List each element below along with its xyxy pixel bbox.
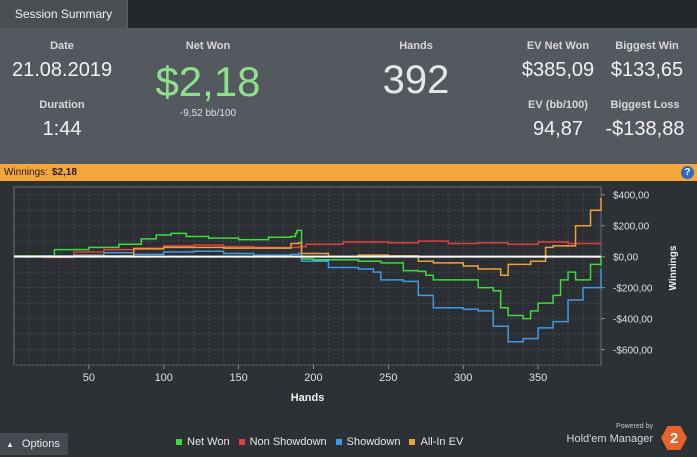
stat-date: Date 21.08.2019 xyxy=(12,40,112,82)
duration-label: Duration xyxy=(39,99,85,111)
tab-session-summary[interactable]: Session Summary xyxy=(0,0,128,28)
legend-item[interactable]: Net Won xyxy=(176,436,230,448)
duration-value: 1:44 xyxy=(42,118,82,140)
stat-net-won: Net Won $2,18 -9,52 bb/100 xyxy=(138,40,278,119)
legend-item[interactable]: All-In EV xyxy=(409,436,463,448)
legend-label: Showdown xyxy=(346,436,401,448)
net-won-value: $2,18 xyxy=(155,58,261,105)
stat-ev-net-won: EV Net Won $385,09 xyxy=(510,40,606,82)
options-label: Options xyxy=(21,438,60,450)
x-tick-label: 300 xyxy=(454,372,472,384)
powered-by-text: Powered by xyxy=(616,423,653,430)
date-value: 21.08.2019 xyxy=(12,59,113,81)
winnings-label: Winnings: xyxy=(4,167,48,178)
ev-net-won-value: $385,09 xyxy=(521,59,595,81)
y-tick-label: $0,00 xyxy=(613,253,638,264)
legend-swatch xyxy=(409,439,416,445)
winnings-bar: Winnings: $2,18 ? xyxy=(0,164,697,181)
net-won-bb100: -9,52 bb/100 xyxy=(179,108,237,119)
stat-biggest-loss: Biggest Loss -$138,88 xyxy=(599,99,691,141)
help-icon[interactable]: ? xyxy=(681,166,694,179)
options-button[interactable]: ▲ Options xyxy=(0,433,68,455)
biggest-loss-value: -$138,88 xyxy=(605,118,685,140)
legend-label: Net Won xyxy=(187,436,230,448)
y-tick-label: $400,00 xyxy=(613,191,650,202)
y-tick-label: -$400,00 xyxy=(613,315,653,326)
x-tick-label: 150 xyxy=(229,372,247,384)
stat-duration: Duration 1:44 xyxy=(12,99,112,141)
legend-swatch xyxy=(238,439,245,445)
biggest-win-label: Biggest Win xyxy=(615,40,679,52)
ev-net-won-label: EV Net Won xyxy=(526,40,590,52)
winnings-chart: 50 100 150 200 250 300 350 $400,00 $200,00 $0,00 -… xyxy=(0,181,697,431)
chevron-up-icon: ▲ xyxy=(6,439,14,449)
x-tick-label: 50 xyxy=(83,372,95,384)
plot-area xyxy=(13,186,602,366)
stat-biggest-win: Biggest Win $133,65 xyxy=(602,40,692,82)
tab-bar: Session Summary xyxy=(0,0,697,28)
footer: ▲ Options Net Won Non Showdown Showdown All… xyxy=(0,423,697,457)
legend-swatch xyxy=(176,439,182,445)
y-tick-label: -$200,00 xyxy=(613,284,653,295)
hm2-logo-icon: 2 xyxy=(661,426,687,450)
stat-hands: Hands 392 xyxy=(356,40,476,103)
x-tick-label: 100 xyxy=(155,372,173,384)
ev-bb100-value: 94,87 xyxy=(532,118,584,140)
legend-swatch xyxy=(335,439,342,445)
series-line-non-showdown xyxy=(14,240,602,259)
legend-item[interactable]: Non Showdown xyxy=(238,436,327,448)
chart-legend: Net Won Non Showdown Showdown All-In EV xyxy=(176,436,472,448)
winnings-value: $2,18 xyxy=(51,167,77,178)
brand: Powered by Hold'em Manager 2 xyxy=(539,423,689,455)
x-axis-title: Hands xyxy=(291,392,325,404)
ev-bb100-label: EV (bb/100) xyxy=(528,99,588,111)
y-axis-title: Winnings xyxy=(668,245,679,290)
stat-ev-bb100: EV (bb/100) 94,87 xyxy=(510,99,606,141)
y-tick-label: -$600,00 xyxy=(613,346,653,357)
x-tick-label: 350 xyxy=(529,372,547,384)
legend-label: Non Showdown xyxy=(249,436,327,448)
legend-item[interactable]: Showdown xyxy=(335,436,401,448)
y-tick-label: $200,00 xyxy=(613,222,650,233)
hands-label: Hands xyxy=(399,40,433,52)
series-line-net-won xyxy=(14,229,602,320)
summary-panel: Date 21.08.2019 Duration 1:44 Net Won $2… xyxy=(0,28,697,164)
biggest-win-value: $133,65 xyxy=(610,59,684,81)
hands-value: 392 xyxy=(382,58,450,102)
series-line-all-in-ev xyxy=(14,197,602,276)
chart-svg: 50 100 150 200 250 300 350 $400,00 $200,00 $0,00 -… xyxy=(13,186,679,404)
net-won-label: Net Won xyxy=(185,40,231,52)
x-tick-label: 200 xyxy=(304,372,322,384)
date-label: Date xyxy=(50,40,74,52)
biggest-loss-label: Biggest Loss xyxy=(610,99,680,111)
series-line-showdown xyxy=(14,250,602,343)
brand-name: Hold'em Manager xyxy=(566,433,653,445)
legend-label: All-In EV xyxy=(420,436,464,448)
x-tick-label: 250 xyxy=(379,372,397,384)
